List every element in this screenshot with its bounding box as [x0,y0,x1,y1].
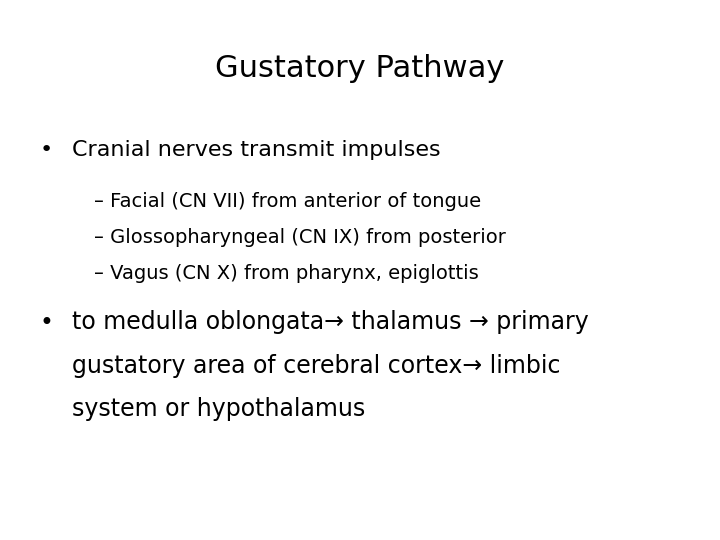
Text: – Vagus (CN X) from pharynx, epiglottis: – Vagus (CN X) from pharynx, epiglottis [94,264,478,283]
Text: Gustatory Pathway: Gustatory Pathway [215,54,505,83]
Text: to medulla oblongata→ thalamus → primary: to medulla oblongata→ thalamus → primary [72,310,589,334]
Text: – Glossopharyngeal (CN IX) from posterior: – Glossopharyngeal (CN IX) from posterio… [94,228,505,247]
Text: •: • [40,140,53,160]
Text: •: • [40,310,53,334]
Text: – Facial (CN VII) from anterior of tongue: – Facial (CN VII) from anterior of tongu… [94,192,481,211]
Text: Cranial nerves transmit impulses: Cranial nerves transmit impulses [72,140,441,160]
Text: system or hypothalamus: system or hypothalamus [72,397,365,421]
Text: gustatory area of cerebral cortex→ limbic: gustatory area of cerebral cortex→ limbi… [72,354,560,377]
